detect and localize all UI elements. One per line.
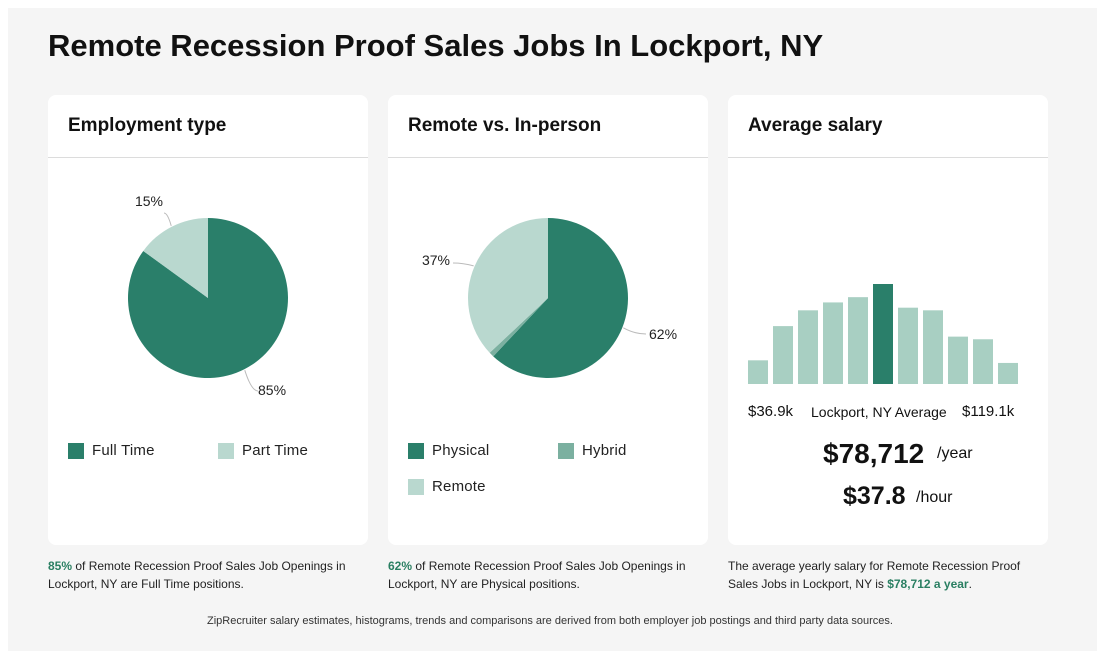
remote-slice-physical [493,218,628,378]
salary-min-label: $36.9k [748,403,794,420]
remote-slice-hybrid [489,298,548,357]
histogram-bar [923,310,943,384]
footer-disclaimer: ZipRecruiter salary estimates, histogram… [207,615,893,627]
employment-type-pie-chart: 85% 15% [128,193,288,398]
remote-vs-inperson-caption: 62% of Remote Recession Proof Sales Job … [388,557,698,593]
salary-average-location-label: Lockport, NY Average [811,404,947,420]
legend-label: Physical [432,442,490,459]
remote-slice-remote [468,218,548,353]
histogram-bar [948,336,968,384]
average-salary-heading: Average salary [748,115,883,136]
legend-item-hybrid: Hybrid [558,442,627,459]
caption-text: of Remote Recession Proof Sales Job Open… [48,559,346,591]
hourly-salary-unit: /hour [916,489,953,506]
salary-max-label: $119.1k [962,403,1015,420]
card-header: Average salary [728,95,1048,158]
legend-item-remote: Remote [408,478,486,495]
average-salary-caption: The average yearly salary for Remote Rec… [728,557,1043,593]
remote-vs-inperson-pie-chart: 62% 37% [422,218,677,378]
histogram-bar [823,302,843,384]
remote-vs-inperson-heading: Remote vs. In-person [408,115,602,136]
pie-label-leader [163,212,172,226]
hourly-salary-value: $37.8 [843,482,906,510]
card-header: Employment type [48,95,368,158]
histogram-bar [798,310,818,384]
pie-percent-label: 85% [258,382,286,398]
legend-item-physical: Physical [408,442,489,459]
pie-label-leader [244,370,259,392]
legend-item-part-time: Part Time [218,442,308,459]
caption-text-end: . [968,577,972,591]
histogram-bar [973,339,993,384]
pie-label-leader [623,327,647,335]
employment-type-caption: 85% of Remote Recession Proof Sales Job … [48,557,358,593]
pie-percent-label: 15% [135,193,163,209]
caption-text: The average yearly salary for Remote Rec… [728,559,1021,591]
salary-histogram [748,284,1018,384]
employment-type-card: Employment type 85% 15% Full Time Part Ti… [48,95,368,545]
caption-highlight: 85% [48,559,73,573]
yearly-salary-value: $78,712 [823,438,925,469]
histogram-bar [848,297,868,384]
legend-label: Hybrid [582,442,627,459]
remote-vs-inperson-card: Remote vs. In-person 62% 37% Physical Hyb… [388,95,708,545]
legend-item-full-time: Full Time [68,442,155,459]
employment-type-heading: Employment type [68,115,227,136]
legend-label: Part Time [242,442,308,459]
card-header: Remote vs. In-person [388,95,708,158]
pie-label-leader [452,262,474,267]
average-salary-card: Average salary $36.9k Lockport, NY Avera… [728,95,1048,545]
legend-swatch [408,478,424,495]
legend-swatch [558,442,574,459]
legend-label: Full Time [92,442,155,459]
histogram-bar [898,307,918,384]
histogram-bar [773,326,793,384]
pie-percent-label: 37% [422,252,450,268]
caption-text: of Remote Recession Proof Sales Job Open… [388,559,686,591]
legend-swatch [218,442,234,459]
histogram-bar [998,362,1018,384]
caption-highlight: 62% [388,559,413,573]
page-title: Remote Recession Proof Sales Jobs In Loc… [48,28,824,63]
caption-highlight: $78,712 a year [887,577,969,591]
histogram-bar [748,360,768,384]
pie-percent-label: 62% [649,326,677,342]
histogram-bar [873,284,893,384]
yearly-salary-unit: /year [937,445,973,462]
employment-slice-part-time [143,218,208,298]
legend-label: Remote [432,478,486,495]
legend-swatch [408,442,424,459]
legend-swatch [68,442,84,459]
